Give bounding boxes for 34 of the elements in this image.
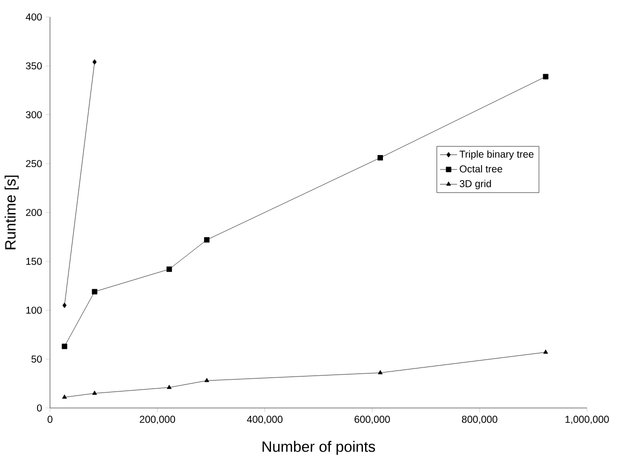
x-tick-label: 400,000 xyxy=(246,416,282,424)
y-tick-label: 300 xyxy=(26,111,42,118)
point xyxy=(166,266,172,272)
point xyxy=(62,344,68,350)
point xyxy=(204,378,210,382)
point xyxy=(92,288,98,294)
x-tick-label: 600,000 xyxy=(354,416,390,424)
point xyxy=(62,394,67,399)
y-tick-label: 250 xyxy=(26,160,42,168)
x-tick-label: 800,000 xyxy=(462,416,498,424)
x-tick-label: 1,000,000 xyxy=(566,416,609,424)
y-tick-label: 100 xyxy=(26,306,42,314)
x-axis-title: Number of points xyxy=(262,440,376,455)
y-tick-label: 50 xyxy=(31,356,42,363)
point xyxy=(92,390,97,395)
point xyxy=(542,74,548,80)
point xyxy=(204,237,210,243)
y-tick-label: 150 xyxy=(26,258,42,265)
y-tick-label: 0 xyxy=(37,404,42,412)
y-tick-label: 350 xyxy=(26,62,42,70)
point xyxy=(543,350,548,354)
y-axis-title: Runtime [s] xyxy=(4,176,19,250)
point xyxy=(62,302,67,308)
point xyxy=(92,59,97,65)
y-tick-label: 200 xyxy=(26,208,42,216)
point xyxy=(166,384,172,389)
legend-label: 3D grid xyxy=(460,180,491,190)
point xyxy=(378,370,383,374)
legend-label: Octal tree xyxy=(460,165,502,172)
x-tick-label: 0 xyxy=(48,416,52,423)
y-tick-label: 400 xyxy=(26,13,42,21)
legend-label: Triple binary tree xyxy=(460,150,534,160)
x-tick-label: 200,000 xyxy=(140,416,176,424)
point xyxy=(378,155,383,160)
